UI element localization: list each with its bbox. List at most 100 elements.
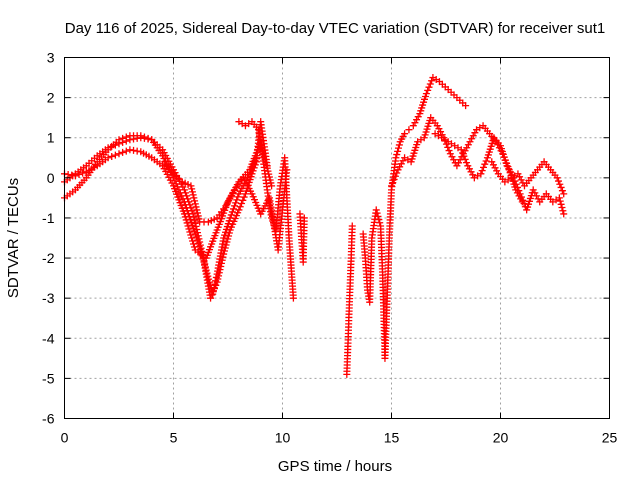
data-point (111, 141, 119, 149)
data-point (482, 157, 490, 165)
x-tick-label: 0 (61, 430, 69, 446)
data-point (422, 90, 430, 98)
data-point (397, 160, 405, 168)
data-point (553, 174, 561, 182)
data-point (446, 150, 454, 158)
data-point (64, 170, 72, 178)
data-point (409, 122, 417, 130)
data-point (185, 225, 193, 233)
y-tick-label: -3 (42, 290, 55, 306)
data-point (206, 281, 214, 289)
data-point (348, 222, 356, 230)
data-point (194, 212, 202, 220)
data-point (190, 243, 198, 251)
data-point (119, 138, 127, 146)
data-point (191, 219, 199, 227)
data-point (394, 147, 402, 155)
data-point (471, 129, 479, 137)
data-point (205, 275, 213, 283)
data-point (221, 244, 229, 252)
data-point (108, 152, 116, 160)
data-point (489, 161, 497, 169)
series-sdtvar-track-i (431, 130, 568, 218)
data-point (225, 232, 233, 240)
data-point (514, 170, 522, 178)
data-point (231, 202, 239, 210)
data-point (122, 147, 130, 155)
data-point (188, 188, 196, 196)
data-point (185, 198, 193, 206)
data-point (556, 180, 564, 188)
data-point (433, 122, 441, 130)
data-point (186, 201, 194, 209)
data-point (223, 238, 231, 246)
x-axis: 0 5 10 15 20 25 (61, 57, 617, 446)
data-point (144, 135, 152, 143)
y-tick-label: -5 (42, 370, 55, 386)
data-point (196, 238, 204, 246)
data-point (392, 154, 400, 162)
data-point (201, 263, 209, 271)
data-point (183, 192, 191, 200)
data-point (180, 186, 188, 194)
data-point (232, 199, 240, 207)
data-point (235, 206, 243, 214)
data-point (372, 206, 380, 214)
data-point (424, 86, 432, 94)
data-point (448, 153, 456, 161)
data-point (466, 138, 474, 146)
data-point (222, 241, 230, 249)
data-point (79, 169, 87, 177)
x-axis-title: GPS time / hours (278, 458, 392, 475)
y-tick-label: -1 (42, 210, 55, 226)
data-point (529, 186, 537, 194)
data-point (190, 213, 198, 221)
data-point (189, 210, 197, 218)
data-point (130, 146, 138, 154)
data-point (187, 204, 195, 212)
data-point (481, 160, 489, 168)
data-point (229, 205, 237, 213)
data-point (203, 269, 211, 277)
data-point (479, 163, 487, 171)
x-tick-label: 20 (493, 430, 509, 446)
data-point (209, 290, 217, 298)
data-point (140, 134, 148, 142)
data-point (517, 176, 525, 184)
data-point (220, 247, 228, 255)
data-point (204, 272, 212, 280)
data-point (478, 167, 486, 175)
data-point (414, 113, 422, 121)
data-point (234, 193, 242, 201)
data-point (375, 216, 383, 224)
y-tick-label: -6 (42, 411, 55, 427)
data-point (488, 158, 496, 166)
data-point (469, 171, 477, 179)
data-point (395, 141, 403, 149)
data-point (393, 169, 401, 177)
data-point (130, 135, 138, 143)
data-point (558, 187, 566, 195)
data-point (532, 192, 540, 200)
data-point (493, 167, 501, 175)
data-point (188, 207, 196, 215)
series-sdtvar-track-g (359, 74, 470, 362)
data-point (506, 168, 514, 176)
plot-frame (64, 57, 610, 419)
data-point (68, 171, 76, 179)
data-point (104, 154, 112, 162)
data-point (517, 193, 525, 201)
data-point (188, 234, 196, 242)
data-point (193, 226, 201, 234)
data-point (187, 182, 195, 190)
data-point (191, 200, 199, 208)
data-point (289, 294, 297, 302)
data-point (192, 222, 200, 230)
y-tick-label: 0 (47, 170, 55, 186)
data-point (464, 141, 472, 149)
y-axis-title: SDTVAR / TECUs (5, 178, 22, 298)
data-point (463, 144, 471, 152)
y-tick-label: 2 (47, 90, 55, 106)
data-point (115, 150, 123, 158)
data-point (225, 229, 233, 237)
